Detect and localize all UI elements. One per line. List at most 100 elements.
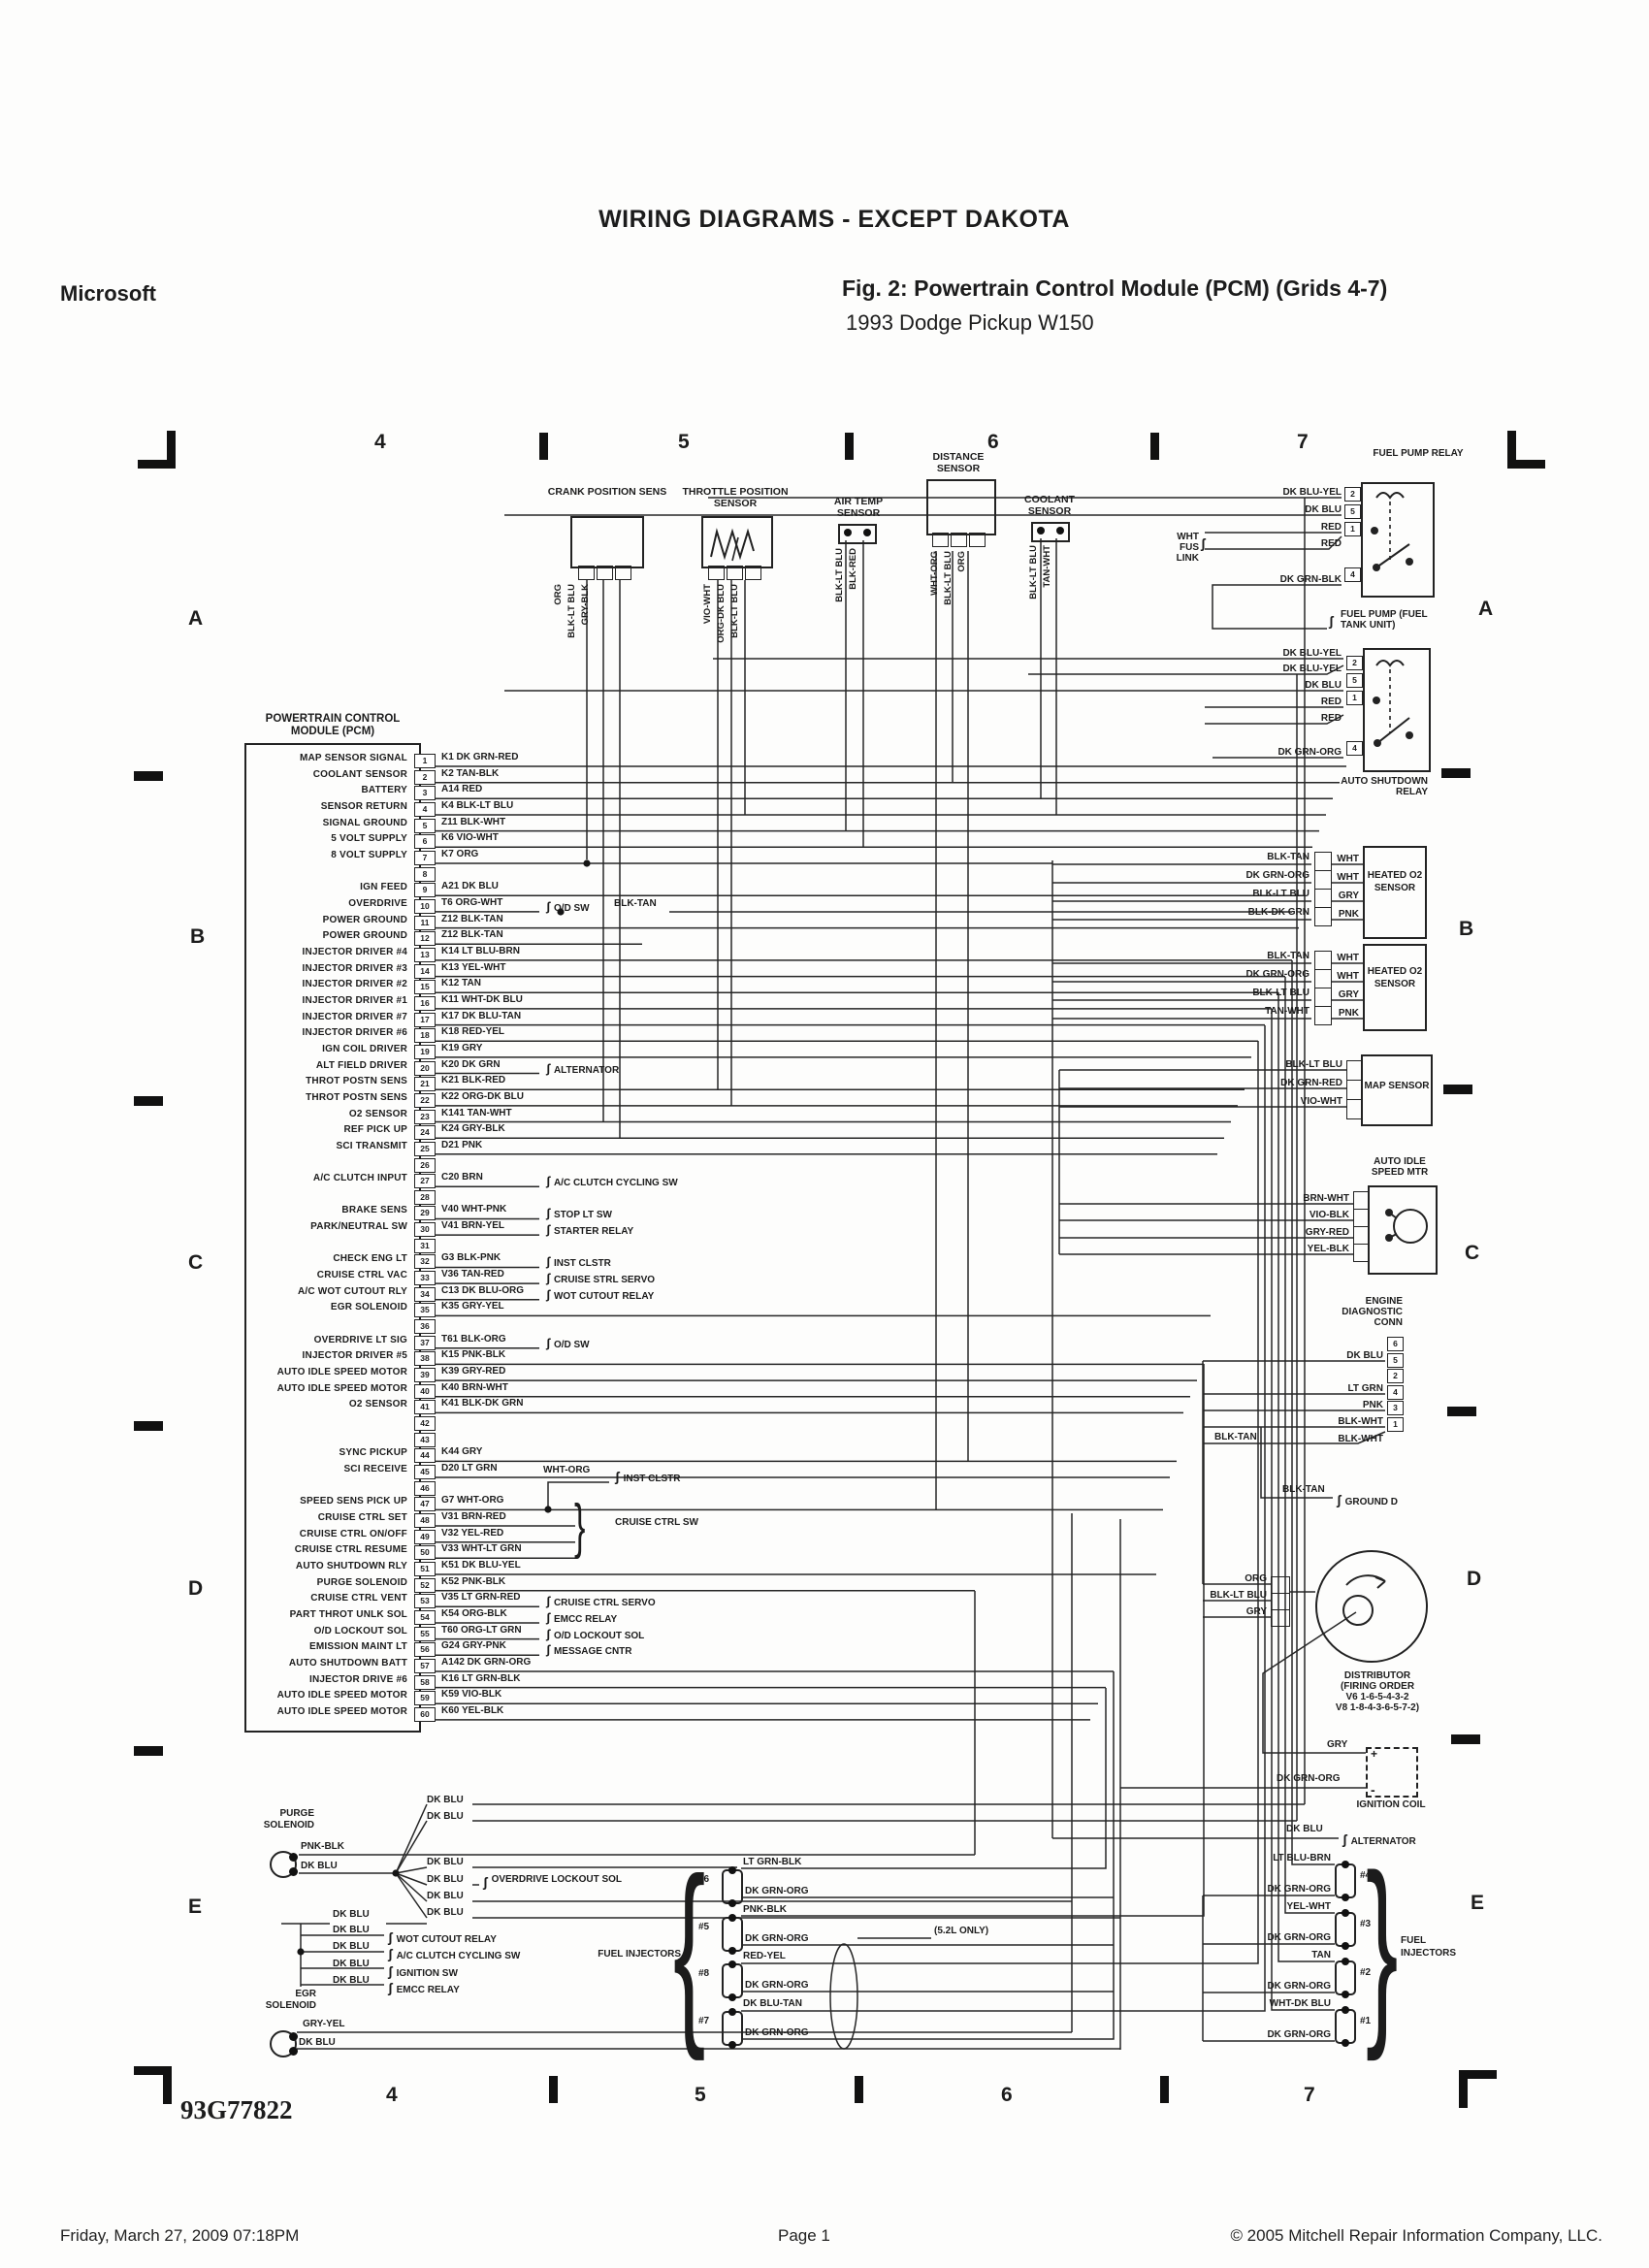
crop-mark-top-left (138, 431, 176, 469)
pin-wire-label: K1 DK GRN-RED (441, 752, 519, 762)
branch-dest: ʃ WOT CUTOUT RELAY (388, 1929, 497, 1945)
grid-tick (539, 433, 548, 460)
pin-wire-label: K40 BRN-WHT (441, 1381, 508, 1393)
relay-pin: 5 (1346, 673, 1363, 688)
pcm-pin-row: MAP SENSOR SIGNAL 1 K1 DK GRN-RED (0, 752, 873, 769)
injector-symbol (722, 1960, 743, 2002)
pin-wire-label: K141 TAN-WHT (441, 1107, 512, 1118)
relay-symbol (1371, 492, 1413, 571)
sensor-name: COOLANT SENSOR (1024, 494, 1075, 517)
pin-number: 29 (414, 1206, 436, 1221)
wire-label: DK BLU-YEL (1282, 487, 1342, 498)
injector-id: #4 (1360, 1870, 1372, 1881)
pin-number: 37 (414, 1335, 436, 1350)
pin-number: 9 (414, 883, 436, 898)
pcm-pin-row: CRUISE CTRL RESUME 50 V33 WHT-LT GRN (0, 1543, 873, 1561)
pin-wire-label: Z11 BLK-WHT (441, 816, 506, 827)
pin-label: INJECTOR DRIVER #5 (302, 1350, 407, 1362)
wire-label: DK GRN-BLK (1279, 574, 1342, 585)
wire-label: PNK (1338, 1008, 1359, 1019)
pin-label: AUTO SHUTDOWN RLY (295, 1561, 407, 1571)
component-label: EGR SOLENOID (265, 1989, 316, 2011)
pin-label: 8 VOLT SUPPLY (331, 849, 407, 860)
wire-label: DK BLU (1346, 1350, 1383, 1361)
pcm-pin-row: 5 VOLT SUPPLY 6 K6 VIO-WHT (0, 832, 873, 850)
wire-label: BLK-LT BLU (1028, 545, 1039, 599)
pin-label: PART THROT UNLK SOL (289, 1608, 407, 1620)
pin-wire-label: K54 ORG-BLK (441, 1607, 507, 1619)
injector-brace-left: { (673, 1836, 706, 2062)
motor-symbol (1385, 1209, 1428, 1244)
wire-label: ORG (1245, 1573, 1267, 1584)
pin-number: 27 (414, 1174, 436, 1189)
grid-col-label: 4 (374, 431, 386, 453)
wire-label: ORG (553, 584, 564, 605)
wire-label: WHT (1337, 971, 1359, 982)
pcm-pin-row: CRUISE CTRL VENT 53 V35 LT GRN-RED CRUIS… (0, 1592, 873, 1609)
ground-dest: ʃ GROUND D (1337, 1492, 1399, 1507)
pin-label: PURGE SOLENOID (316, 1576, 407, 1588)
grid-row-label: B (1459, 918, 1474, 940)
pin-label: THROT POSTN SENS (306, 1091, 407, 1103)
pcm-pin-row: INJECTOR DRIVER #3 14 K13 YEL-WHT (0, 961, 873, 980)
pin-label: INJECTOR DRIVER #2 (302, 979, 407, 990)
pcm-pin-row: POWER GROUND 11 Z12 BLK-TAN (0, 914, 873, 931)
pin-wire-label: K51 DK BLU-YEL (441, 1560, 521, 1571)
connector-cells (1271, 1576, 1290, 1627)
figure-title: Fig. 2: Powertrain Control Module (PCM) … (842, 275, 1388, 301)
pin-label: AUTO IDLE SPEED MOTOR (276, 1367, 407, 1378)
wire-label: DK BLU (1286, 1824, 1323, 1834)
pin-label: CRUISE CTRL RESUME (294, 1544, 407, 1556)
connector-pin: 5 (1387, 1352, 1404, 1368)
pin-wire-label: K13 YEL-WHT (441, 961, 506, 973)
pin-number: 20 (414, 1060, 436, 1076)
pcm-pin-row: OVERDRIVE LT SIG 37 T61 BLK-ORG O/D SW (0, 1334, 873, 1351)
connector-teeth (932, 533, 986, 547)
connector-pin: 3 (1387, 1401, 1404, 1416)
pin-label: PARK/NEUTRAL SW (310, 1221, 407, 1233)
pin-label: IGN COIL DRIVER (322, 1043, 407, 1054)
pcm-pin-row: ALT FIELD DRIVER 20 K20 DK GRN ALTERNATO… (0, 1058, 873, 1077)
connector-pin: 1 (1387, 1417, 1404, 1432)
relay-box (1361, 482, 1435, 598)
wire-label: BLK-TAN (1282, 1484, 1325, 1495)
pcm-pin-row: CRUISE CTRL ON/OFF 49 V32 YEL-RED (0, 1528, 873, 1545)
grid-row-label: E (1471, 1892, 1485, 1914)
wire-label: TAN-WHT (1265, 1006, 1310, 1017)
pin-number: 49 (414, 1529, 436, 1544)
pin-label: SIGNAL GROUND (322, 817, 407, 828)
hook-glyph: ʃ (1201, 535, 1206, 551)
wire-label: BLK-RED (848, 548, 858, 590)
pin-wire-label: V33 WHT-LT GRN (441, 1543, 522, 1555)
pin-wire-label: K52 PNK-BLK (441, 1575, 506, 1587)
wire-label: DK GRN-ORG (1277, 1773, 1341, 1784)
pcm-pin-row: CHECK ENG LT 32 G3 BLK-PNK INST CLSTR (0, 1252, 873, 1270)
wire-label: WHT (1337, 953, 1359, 963)
grid-tick (134, 771, 163, 781)
wire-label: ORG-DK BLU (716, 584, 727, 643)
pin-wire-label: K39 GRY-RED (441, 1366, 506, 1377)
pin-wire-label: K60 YEL-BLK (441, 1704, 504, 1716)
injector-symbol (1335, 2006, 1356, 2047)
pin-number: 19 (414, 1044, 436, 1059)
pin-wire-label: K16 LT GRN-BLK (441, 1672, 521, 1684)
branch-dest: ʃ A/C CLUTCH CYCLING SW (388, 1946, 521, 1962)
relay-box (1363, 648, 1431, 772)
pin-number: 13 (414, 947, 436, 962)
grid-tick (845, 433, 854, 460)
pcm-pin-row: INJECTOR DRIVER #1 16 K11 WHT-DK BLU (0, 994, 873, 1012)
pcm-pin-row: 8 (0, 866, 873, 883)
wire-label: DK GRN-ORG (1245, 870, 1310, 881)
grid-col-label: 7 (1297, 431, 1309, 453)
figure-subtitle: 1993 Dodge Pickup W150 (846, 310, 1094, 335)
wire-label: YEL-BLK (1307, 1244, 1349, 1254)
fuel-injector: DK BLU-TAN #7 DK GRN-ORG (679, 1994, 1145, 2050)
pin-number: 45 (414, 1465, 436, 1480)
pin-number: 55 (414, 1626, 436, 1641)
pcm-pin-row: OVERDRIVE 10 T6 ORG-WHT O/D SW (0, 897, 873, 915)
pin-wire-label: K20 DK GRN (441, 1058, 501, 1070)
connector-pin: 2 (1387, 1369, 1404, 1384)
pin-destination-label: A/C CLUTCH CYCLING SW (546, 1174, 678, 1188)
wire-label: BLK-LT BLU (1252, 889, 1310, 899)
pin-wire-label: V36 TAN-RED (441, 1269, 504, 1280)
